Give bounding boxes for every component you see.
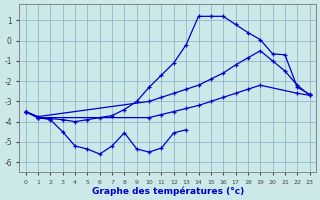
X-axis label: Graphe des températures (°c): Graphe des températures (°c)	[92, 186, 244, 196]
